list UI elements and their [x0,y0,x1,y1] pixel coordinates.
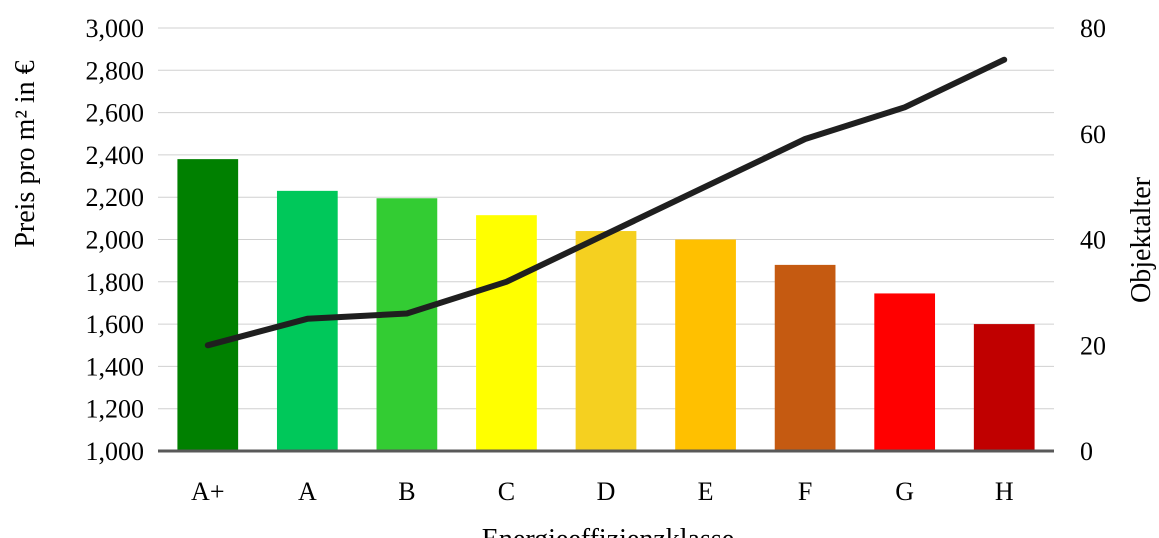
bar [376,198,438,451]
y-tick-label: 2,800 [86,56,145,85]
y-tick-label: 1,000 [86,437,145,466]
bar [675,239,736,451]
x-tick-label: G [895,477,914,506]
x-tick-label: E [698,477,714,506]
y-tick-label: 1,200 [86,395,145,424]
x-axis-title: Energieeffizienzklasse [482,524,734,538]
y-tick-label: 2,400 [86,141,145,170]
bar [874,293,936,451]
x-tick-label: F [798,477,812,506]
y2-axis-ticks: 0 20 40 60 80 [1080,14,1106,466]
x-tick-label: C [498,477,515,506]
y2-tick-label: 20 [1080,331,1106,360]
y-tick-label: 2,600 [86,99,145,128]
y2-tick-label: 40 [1080,226,1106,255]
bar [973,324,1035,451]
y2-tick-label: 80 [1080,14,1106,43]
y2-tick-label: 0 [1080,437,1093,466]
bar-series [177,159,1035,452]
x-axis-ticks: A+ A B C D E F G H [191,477,1014,506]
x-tick-label: A+ [191,477,224,506]
x-tick-label: B [398,477,415,506]
y-tick-label: 2,000 [86,226,145,255]
line-series [204,56,1008,349]
bar [177,159,239,451]
y-tick-label: 1,600 [86,310,145,339]
y2-tick-label: 60 [1080,120,1106,149]
x-tick-label: D [597,477,616,506]
y-tick-label: 1,400 [86,352,145,381]
y2-axis-title: Objektalter [1126,176,1157,303]
bar [774,264,836,451]
bar [575,231,637,451]
age-line [204,56,1008,349]
bar [476,215,537,451]
x-tick-label: A [298,477,317,506]
y-tick-label: 3,000 [86,14,145,43]
y-tick-label: 2,200 [86,183,145,212]
x-tick-label: H [995,477,1014,506]
y-tick-label: 1,800 [86,268,145,297]
y-axis-ticks: 1,000 1,200 1,400 1,600 1,800 2,000 2,200 2,400… [86,14,145,466]
y-axis-title: Preis pro m² in € [10,60,41,247]
